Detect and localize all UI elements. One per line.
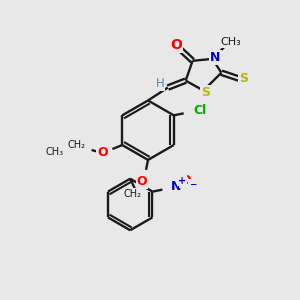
- Text: O: O: [170, 38, 182, 52]
- Text: O: O: [97, 146, 108, 160]
- Text: +: +: [178, 176, 186, 186]
- Text: CH₂: CH₂: [123, 189, 141, 199]
- Text: CH₃: CH₃: [46, 147, 64, 157]
- Text: CH₂: CH₂: [68, 140, 86, 150]
- Text: N: N: [210, 51, 220, 64]
- Text: Cl: Cl: [193, 104, 206, 117]
- Text: S: S: [238, 72, 247, 85]
- Text: ⁻: ⁻: [189, 180, 197, 194]
- Text: CH₃: CH₃: [221, 37, 242, 47]
- Text: H: H: [155, 77, 164, 90]
- Text: O: O: [137, 175, 147, 188]
- Text: N: N: [171, 180, 181, 193]
- Text: O: O: [180, 174, 190, 187]
- Text: S: S: [201, 86, 210, 99]
